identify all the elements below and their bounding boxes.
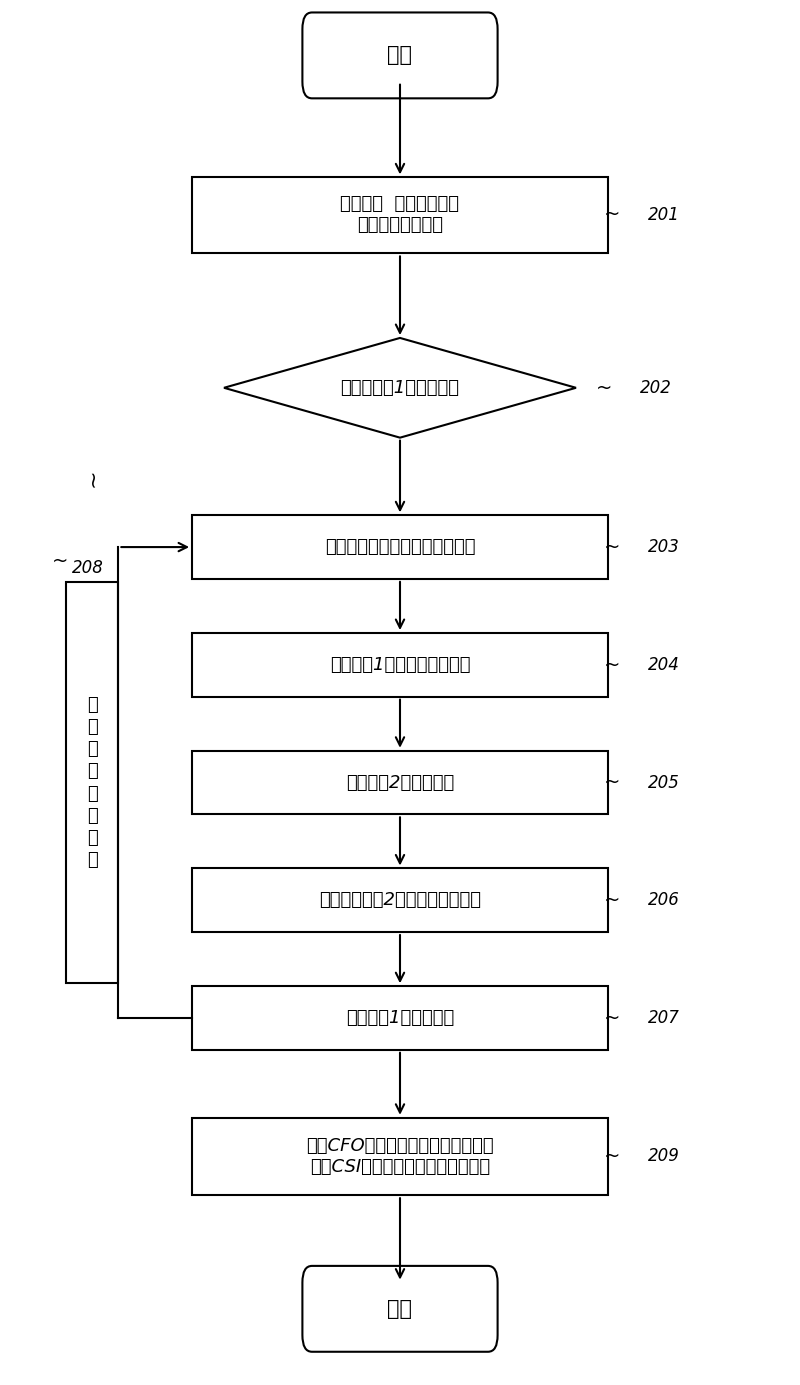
Bar <box>192 751 608 814</box>
Text: 209: 209 <box>648 1148 680 1165</box>
Bar <box>192 177 608 253</box>
Text: 对接受信号进行初始化频偏补偿: 对接受信号进行初始化频偏补偿 <box>325 539 475 555</box>
Text: 开始: 开始 <box>387 46 413 65</box>
Text: 接收信号  进行符号同步
取出同步接收符号: 接收信号 进行符号同步 取出同步接收符号 <box>341 195 459 234</box>
Text: 根据CFO估计值对数据部分进行补偿
根据CSI估计值对数据部分进行解码: 根据CFO估计值对数据部分进行补偿 根据CSI估计值对数据部分进行解码 <box>306 1137 494 1176</box>
Bar <box>192 515 608 579</box>
Text: ~: ~ <box>604 773 620 792</box>
Text: 送
代
估
计
以
上
参
数: 送 代 估 计 以 上 参 数 <box>86 695 98 870</box>
Text: ~: ~ <box>604 537 620 557</box>
Text: 207: 207 <box>648 1010 680 1026</box>
Text: 204: 204 <box>648 656 680 673</box>
Text: 205: 205 <box>648 774 680 791</box>
Text: 结束: 结束 <box>387 1299 413 1319</box>
Text: ~: ~ <box>604 1008 620 1028</box>
Text: 203: 203 <box>648 539 680 555</box>
Text: 初始化天线1上的频偏值: 初始化天线1上的频偏值 <box>341 379 459 396</box>
Text: ~: ~ <box>596 378 612 397</box>
Text: 208: 208 <box>72 560 104 576</box>
Bar <box>192 986 608 1050</box>
Text: 反馈估计天线2上的信道状态信息: 反馈估计天线2上的信道状态信息 <box>319 892 481 909</box>
Bar <box>192 1119 608 1194</box>
Text: ~: ~ <box>52 551 68 571</box>
FancyBboxPatch shape <box>302 12 498 98</box>
Text: ~: ~ <box>604 655 620 674</box>
Text: 201: 201 <box>648 206 680 223</box>
Text: 估计天线1上的信道状态信息: 估计天线1上的信道状态信息 <box>330 656 470 673</box>
Text: 估计天线2上的频偏值: 估计天线2上的频偏值 <box>346 774 454 791</box>
Bar <box>192 868 608 932</box>
FancyBboxPatch shape <box>302 1266 498 1352</box>
Text: ~: ~ <box>82 468 102 488</box>
Text: 206: 206 <box>648 892 680 909</box>
Bar <box>66 582 118 983</box>
Text: ~: ~ <box>604 205 620 224</box>
Polygon shape <box>224 338 576 438</box>
Text: ~: ~ <box>604 891 620 910</box>
Bar <box>192 633 608 697</box>
Text: 202: 202 <box>640 379 672 396</box>
Text: 估计天线1上的频偏值: 估计天线1上的频偏值 <box>346 1010 454 1026</box>
Text: ~: ~ <box>604 1147 620 1166</box>
